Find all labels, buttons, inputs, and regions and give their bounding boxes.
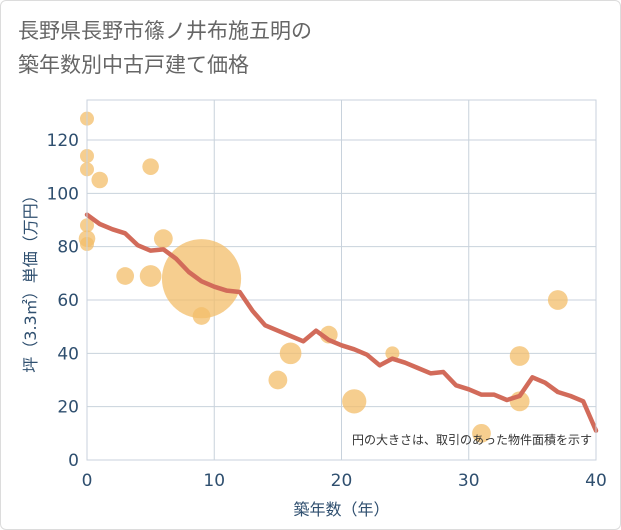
plot-border	[86, 99, 597, 461]
y-tick-label: 100	[47, 184, 79, 204]
x-tick-label: 0	[82, 471, 93, 491]
x-tick-label: 40	[585, 471, 607, 491]
data-bubble	[91, 171, 109, 189]
data-bubble	[472, 423, 491, 443]
data-bubble	[279, 342, 302, 365]
data-bubble	[385, 346, 400, 361]
data-bubble	[142, 158, 159, 175]
data-bubble	[547, 290, 568, 310]
x-tick-label: 30	[458, 471, 480, 491]
size-note: 円の大きさは、取引のあった物件面積を示す	[352, 432, 592, 447]
y-tick-label: 40	[57, 344, 79, 364]
data-bubble	[342, 389, 367, 414]
chart-title-line-2: 築年数別中古戸建て価格	[18, 53, 249, 77]
x-tick-label: 20	[331, 471, 353, 491]
data-bubble	[509, 346, 530, 366]
data-bubble	[192, 307, 211, 325]
chart-title-line-1: 長野県長野市篠ノ井布施五明の	[18, 19, 312, 43]
y-tick-label: 120	[47, 131, 79, 151]
x-tick-label: 10	[203, 471, 225, 491]
chart-title: 長野県長野市篠ノ井布施五明の 築年数別中古戸建て価格	[18, 14, 312, 82]
data-bubble	[153, 229, 173, 249]
y-tick-label: 0	[68, 451, 79, 471]
y-axis-label: 坪（3.3㎡）単価（万円）	[21, 187, 40, 372]
trend-line	[84, 212, 599, 433]
data-bubble	[116, 267, 135, 285]
data-bubble	[268, 370, 288, 390]
data-bubble	[139, 265, 162, 287]
y-tick-label: 60	[57, 291, 79, 311]
x-axis-label: 築年数（年）	[293, 500, 389, 519]
y-tick-label: 80	[57, 238, 79, 258]
y-tick-label: 20	[57, 398, 79, 418]
